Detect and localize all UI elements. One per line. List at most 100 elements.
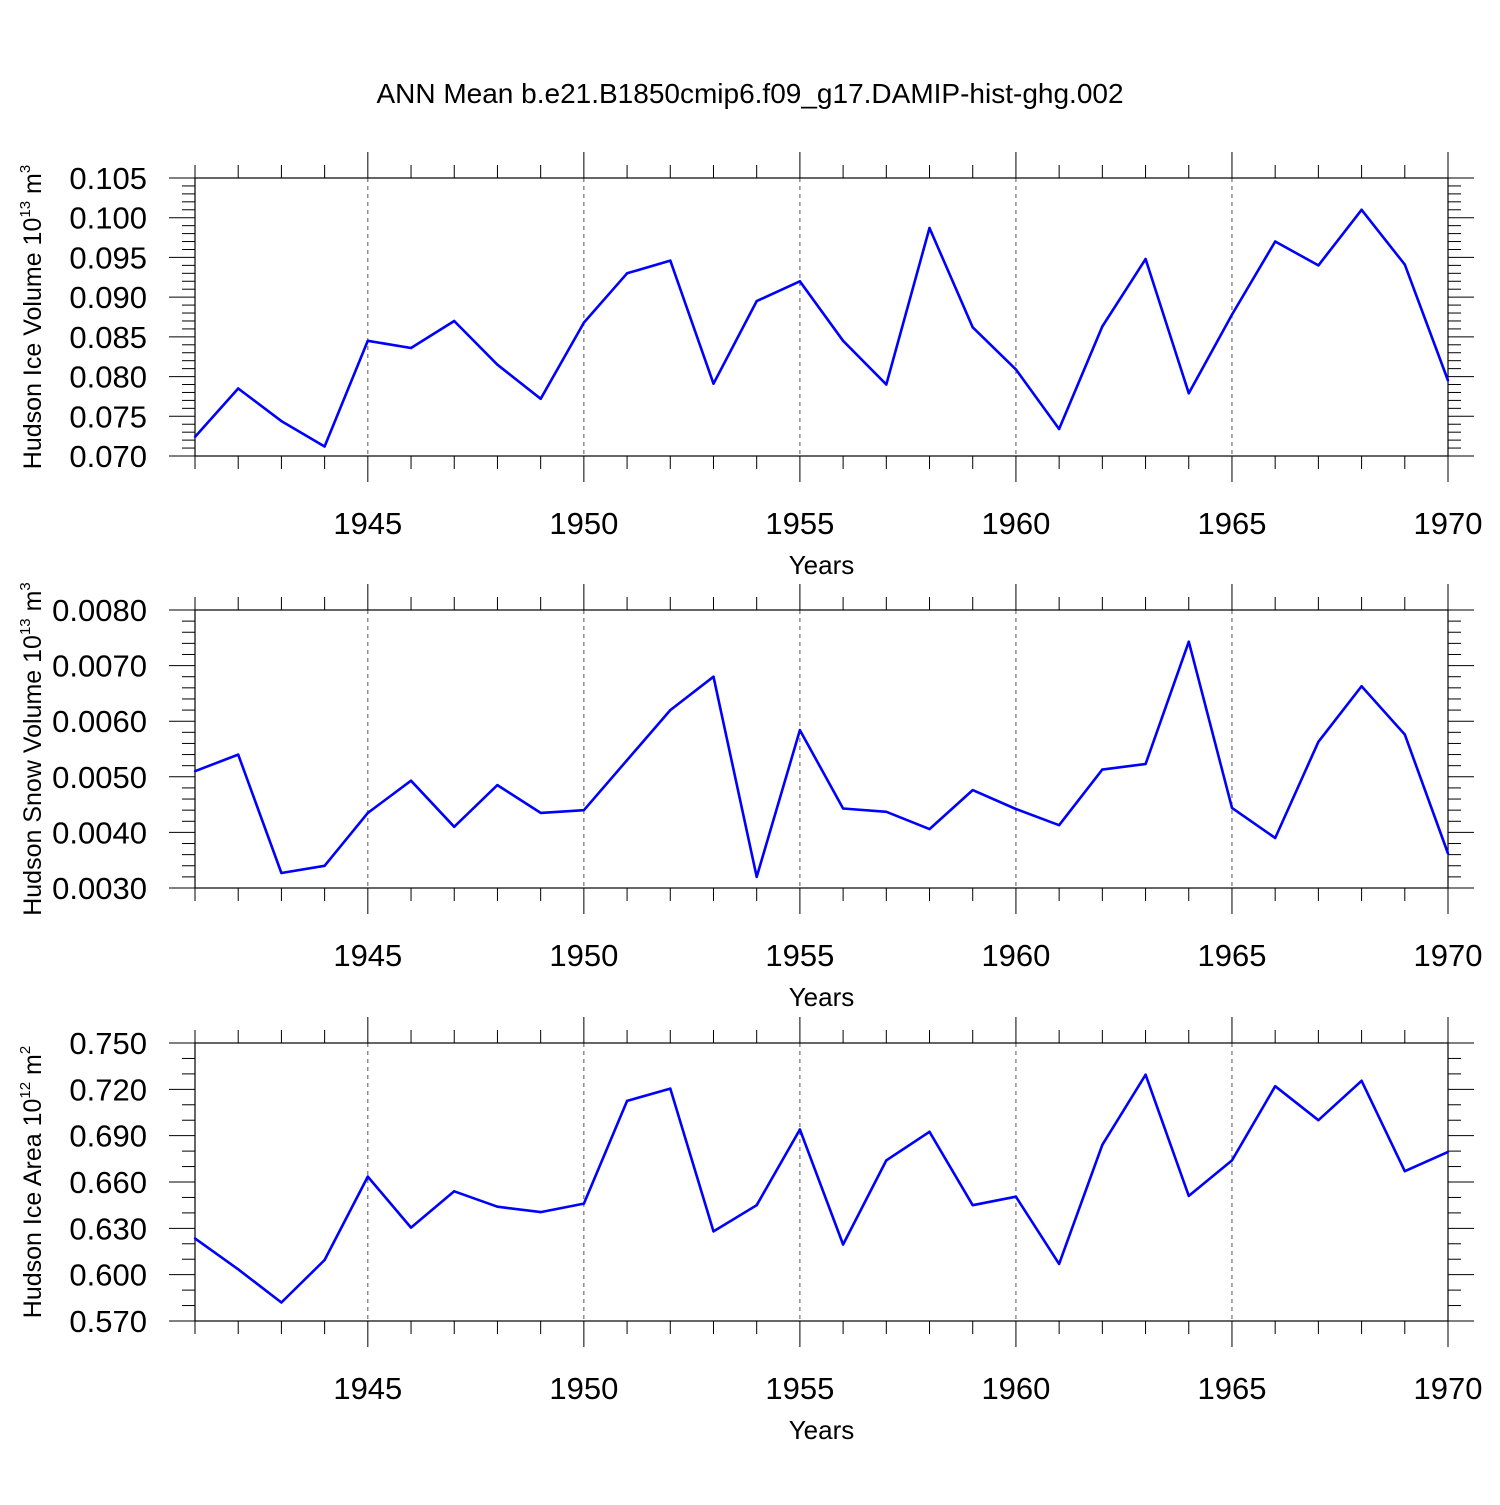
y-tick-label: 0.750 <box>69 1026 147 1061</box>
data-point <box>280 1301 283 1304</box>
data-point <box>712 1230 715 1233</box>
data-point <box>928 1130 931 1134</box>
series-line <box>194 1073 1449 1304</box>
data-point <box>1360 208 1363 211</box>
data-point <box>1101 325 1104 328</box>
data-point <box>409 346 413 350</box>
x-tick-label: 1955 <box>765 1371 834 1406</box>
y-tick-label: 0.0030 <box>52 871 147 906</box>
data-point <box>971 1203 974 1207</box>
data-point <box>323 1258 326 1262</box>
y-tick-label: 0.095 <box>69 240 147 275</box>
data-point <box>1144 762 1147 766</box>
data-point <box>625 758 629 762</box>
data-point <box>453 1190 456 1193</box>
data-point <box>539 811 542 815</box>
data-point <box>496 363 499 366</box>
data-point <box>1273 836 1277 840</box>
data-point <box>280 871 283 875</box>
data-point <box>1014 807 1018 811</box>
data-point <box>885 1159 888 1162</box>
data-point <box>496 1205 499 1208</box>
data-point <box>885 383 888 386</box>
data-point <box>1014 368 1018 371</box>
data-point <box>193 435 197 439</box>
data-point <box>323 445 326 448</box>
data-point <box>841 807 845 810</box>
data-point <box>539 1210 542 1214</box>
y-tick-label: 0.080 <box>69 360 147 395</box>
y-tick-label: 0.0060 <box>52 704 147 739</box>
data-point <box>712 382 715 385</box>
data-point <box>755 299 758 303</box>
data-point <box>841 1243 845 1246</box>
x-tick-label: 1970 <box>1414 938 1483 973</box>
data-point <box>1317 740 1320 743</box>
data-point <box>755 1203 758 1207</box>
x-tick-label: 1945 <box>333 938 402 973</box>
y-tick-label: 0.0050 <box>52 760 147 795</box>
x-tick-label: 1955 <box>765 938 834 973</box>
data-point <box>237 387 240 390</box>
y-tick-label: 0.105 <box>69 161 147 196</box>
x-tick-label: 1970 <box>1414 1371 1483 1406</box>
y-tick-label: 0.690 <box>69 1119 147 1154</box>
data-point <box>1230 313 1234 316</box>
data-point <box>755 875 758 879</box>
data-point <box>669 1087 672 1090</box>
data-point <box>496 783 499 787</box>
series-line <box>194 208 1450 448</box>
y-tick-label: 0.0080 <box>52 593 147 628</box>
y-axis-label: Hudson Snow Volume 1013 m3 <box>17 582 47 916</box>
data-point <box>1317 264 1320 267</box>
data-point <box>1057 823 1061 827</box>
data-point <box>1446 1150 1450 1154</box>
data-point <box>669 259 672 262</box>
data-point <box>1014 1195 1018 1198</box>
plot-frame <box>194 609 1449 889</box>
data-point <box>366 1175 370 1178</box>
x-tick-label: 1945 <box>333 506 402 541</box>
data-point <box>971 326 974 329</box>
x-tick-label: 1955 <box>765 506 834 541</box>
panel-2: 0.0030 0.0040 0.0050 0.0060 0.0070 0.0080 1945… <box>17 582 1482 1012</box>
data-point <box>798 280 802 283</box>
y-tick-label: 0.720 <box>69 1072 147 1107</box>
y-tick-label: 0.630 <box>69 1211 147 1246</box>
data-point <box>1446 379 1450 382</box>
x-tick-label: 1960 <box>981 1371 1050 1406</box>
x-tick-label: 1960 <box>981 938 1050 973</box>
data-point <box>1144 257 1147 261</box>
plot-frame <box>194 177 1449 457</box>
y-axis-label: Hudson Ice Volume 1013 m3 <box>17 165 47 469</box>
data-point <box>1273 1085 1277 1088</box>
data-point <box>1057 1262 1061 1266</box>
data-point <box>453 825 456 829</box>
data-point <box>366 339 370 343</box>
data-point <box>798 728 802 732</box>
data-point <box>237 753 240 756</box>
data-point <box>193 1237 197 1240</box>
data-point <box>928 226 931 230</box>
data-point <box>582 321 586 324</box>
data-point <box>885 810 888 814</box>
x-tick-label: 1950 <box>549 938 618 973</box>
data-point <box>1360 1079 1363 1083</box>
data-point <box>366 811 370 815</box>
data-point <box>1403 263 1406 266</box>
figure-title: ANN Mean b.e21.B1850cmip6.f09_g17.DAMIP-… <box>376 78 1124 109</box>
data-point <box>1187 640 1190 643</box>
x-tick-label: 1965 <box>1197 938 1266 973</box>
data-point <box>971 788 974 792</box>
x-tick-label: 1965 <box>1197 506 1266 541</box>
x-tick-label: 1950 <box>549 506 618 541</box>
x-tick-label: 1960 <box>981 506 1050 541</box>
y-tick-label: 0.0070 <box>52 649 147 684</box>
y-tick-label: 0.075 <box>69 399 147 434</box>
data-point <box>237 1268 240 1271</box>
data-point <box>841 339 845 343</box>
data-point <box>582 808 586 812</box>
data-point <box>539 397 542 401</box>
data-point <box>193 770 197 773</box>
